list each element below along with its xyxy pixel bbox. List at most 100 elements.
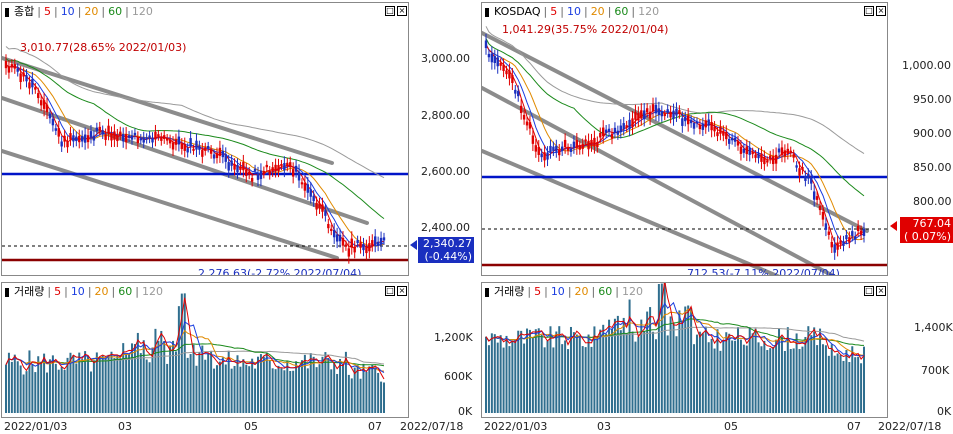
volume-bar	[318, 364, 321, 413]
volume-bar	[198, 352, 201, 413]
candle-body	[227, 162, 230, 171]
volume-bar	[257, 356, 259, 413]
candle-body	[812, 191, 816, 200]
volume-bar	[245, 364, 248, 413]
volume-bar	[734, 340, 737, 413]
maximize-icon[interactable]: □	[385, 6, 395, 16]
candle-body	[72, 135, 75, 142]
volume-bar	[336, 373, 339, 413]
candle-body	[616, 130, 620, 135]
volume-bar	[549, 326, 552, 413]
candle-body	[707, 119, 710, 126]
candle-body	[710, 122, 713, 131]
right-price-pane[interactable]: KOSDAQ | 5 | 10 | 20 | 60 | 120 □ × 1,041.29(…	[481, 2, 888, 276]
volume-bar	[833, 355, 836, 413]
candle-body	[596, 142, 599, 148]
candle-body	[209, 149, 213, 154]
volume-bar	[695, 334, 698, 413]
candle-body	[681, 118, 684, 126]
candle-body	[289, 162, 292, 168]
candle-body	[142, 137, 145, 143]
volume-bar	[125, 353, 128, 413]
candle-body	[148, 135, 151, 139]
right-xtick-03: 03	[597, 420, 611, 433]
candle-body	[338, 234, 342, 242]
volume-bar	[713, 348, 716, 413]
volume-bar	[801, 346, 804, 413]
candle-body	[563, 139, 567, 148]
close-icon[interactable]: ×	[397, 286, 407, 296]
volume-bar	[347, 374, 350, 413]
candle-body	[28, 82, 31, 89]
right-ytick-800: 800.00	[913, 195, 952, 208]
volume-bar	[16, 361, 19, 413]
candle-body	[259, 170, 263, 180]
candle-body	[830, 241, 833, 248]
candle-body	[593, 137, 596, 147]
candle-body	[19, 73, 22, 83]
candle-body	[253, 168, 257, 171]
current-pointer-icon	[890, 221, 897, 231]
candle-body	[725, 131, 728, 140]
candle-body	[78, 135, 81, 143]
left-price-chart	[2, 46, 408, 264]
volume-bar	[517, 330, 520, 413]
volume-bar	[192, 344, 195, 413]
volume-bar	[684, 306, 687, 413]
right-volume-pane[interactable]: 거래량 | 5 | 10 | 20 | 60 | 120 □ ×	[481, 282, 888, 418]
candle-body	[628, 119, 631, 129]
volume-bar	[268, 359, 271, 413]
left-vol-ytick-600k: 600K	[444, 370, 473, 383]
candle-body	[490, 53, 494, 63]
ma60-label: 60	[598, 285, 613, 298]
panel-marker-icon	[5, 7, 9, 17]
volume-bar	[28, 350, 31, 413]
volume-bar	[92, 360, 95, 413]
candle-body	[303, 182, 307, 191]
candle-body	[139, 138, 142, 141]
close-icon[interactable]: ×	[876, 6, 886, 16]
close-icon[interactable]: ×	[876, 286, 886, 296]
candle-body	[634, 111, 637, 120]
maximize-icon[interactable]: □	[864, 286, 874, 296]
candle-body	[842, 241, 845, 246]
volume-bar	[567, 349, 570, 413]
volume-bar	[292, 370, 295, 413]
candle-body	[83, 134, 87, 143]
maximize-icon[interactable]: □	[385, 286, 395, 296]
candle-body	[180, 143, 184, 149]
candle-body	[92, 135, 96, 141]
current-value-tag: 2,340.27 (-0.44%)	[418, 237, 474, 263]
candle-body	[124, 134, 128, 143]
volume-bar	[227, 350, 230, 413]
left-xtick-03: 03	[118, 420, 132, 433]
candle-body	[265, 164, 268, 168]
volume-bar	[578, 335, 581, 413]
ma60-line	[5, 58, 385, 220]
volume-bar	[824, 345, 827, 413]
volume-bar	[663, 283, 666, 413]
volume-bar	[842, 360, 845, 413]
volume-name: 거래량	[494, 285, 525, 298]
candle-body	[645, 108, 649, 113]
candle-body	[566, 147, 570, 151]
candle-body	[657, 108, 661, 116]
candle-body	[86, 135, 90, 143]
volume-bar	[602, 324, 605, 413]
ma120-label: 120	[131, 5, 153, 18]
right-vol-ytick-1400k: 1,400K	[914, 321, 953, 334]
volume-bar	[374, 367, 377, 413]
candle-body	[101, 130, 104, 135]
trend-line	[2, 149, 339, 260]
candle-body	[321, 204, 324, 212]
volume-bar	[13, 354, 16, 413]
volume-bar	[300, 360, 303, 413]
left-price-pane[interactable]: 종합 | 5 | 10 | 20 | 60 | 120 □ × 3,010.77(28.6…	[1, 2, 409, 276]
candle-body	[578, 145, 581, 150]
volume-bar	[540, 334, 543, 413]
left-volume-pane[interactable]: 거래량 | 5 | 10 | 20 | 60 | 120 □ ×	[1, 282, 409, 418]
candle-body	[341, 237, 345, 246]
volume-bar	[72, 355, 75, 413]
close-icon[interactable]: ×	[397, 6, 407, 16]
maximize-icon[interactable]: □	[864, 6, 874, 16]
